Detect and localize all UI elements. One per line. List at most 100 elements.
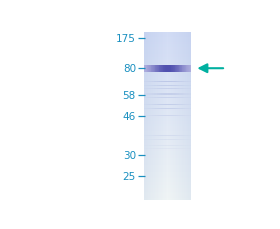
Bar bbox=[150, 85, 151, 86]
Bar bbox=[166, 135, 167, 136]
Bar bbox=[183, 85, 184, 86]
Bar bbox=[174, 89, 176, 90]
Bar bbox=[148, 104, 150, 106]
Bar bbox=[153, 65, 154, 72]
Bar bbox=[181, 98, 182, 99]
Bar bbox=[143, 137, 191, 138]
Bar bbox=[170, 119, 171, 120]
Bar bbox=[147, 124, 148, 125]
Bar bbox=[165, 89, 166, 90]
Bar bbox=[143, 169, 191, 170]
Bar bbox=[143, 127, 191, 128]
Bar bbox=[165, 65, 166, 72]
Bar bbox=[178, 135, 179, 136]
Bar bbox=[145, 124, 146, 125]
Bar bbox=[172, 119, 173, 120]
Bar bbox=[152, 135, 153, 136]
Bar bbox=[185, 89, 186, 90]
Bar bbox=[158, 33, 159, 200]
Bar bbox=[157, 104, 158, 106]
Bar bbox=[154, 65, 155, 72]
Bar bbox=[147, 135, 148, 136]
Bar bbox=[153, 149, 154, 150]
Bar bbox=[143, 195, 191, 197]
Bar bbox=[154, 85, 155, 86]
Bar bbox=[151, 145, 152, 146]
Bar bbox=[173, 124, 174, 125]
Bar bbox=[190, 145, 191, 146]
Bar bbox=[171, 135, 172, 136]
Bar bbox=[184, 104, 185, 106]
Bar bbox=[173, 108, 174, 109]
Bar bbox=[185, 65, 186, 72]
Bar bbox=[149, 33, 150, 200]
Bar bbox=[167, 108, 169, 109]
Bar bbox=[189, 94, 190, 95]
Bar bbox=[184, 85, 185, 86]
Bar bbox=[143, 157, 191, 158]
Bar bbox=[164, 65, 165, 72]
Bar bbox=[148, 139, 150, 140]
Bar bbox=[184, 65, 185, 72]
Bar bbox=[190, 98, 191, 99]
Bar bbox=[184, 98, 185, 99]
Bar bbox=[143, 85, 145, 86]
Bar bbox=[183, 119, 184, 120]
Bar bbox=[151, 98, 152, 99]
Bar bbox=[171, 82, 172, 83]
Bar bbox=[151, 104, 152, 106]
Bar bbox=[143, 90, 191, 91]
Bar bbox=[143, 124, 145, 125]
Bar bbox=[167, 145, 169, 146]
Bar bbox=[148, 94, 150, 95]
Bar bbox=[184, 119, 185, 120]
Bar bbox=[154, 149, 155, 150]
Bar bbox=[184, 82, 185, 83]
Bar bbox=[146, 145, 147, 146]
Bar bbox=[189, 124, 190, 125]
Bar bbox=[158, 108, 159, 109]
Bar bbox=[189, 85, 190, 86]
Bar bbox=[161, 139, 163, 140]
Bar bbox=[169, 145, 170, 146]
Bar bbox=[143, 148, 191, 150]
Bar bbox=[143, 150, 191, 152]
Bar bbox=[165, 119, 166, 120]
Bar bbox=[190, 115, 191, 116]
Bar bbox=[143, 119, 145, 120]
Bar bbox=[146, 65, 147, 72]
Bar bbox=[171, 124, 172, 125]
Bar bbox=[153, 115, 154, 116]
Bar bbox=[150, 139, 151, 140]
Bar bbox=[165, 94, 166, 95]
Bar bbox=[145, 89, 146, 90]
Bar bbox=[143, 197, 191, 199]
Bar bbox=[179, 139, 181, 140]
Bar bbox=[151, 135, 152, 136]
Bar bbox=[163, 135, 164, 136]
Bar bbox=[171, 108, 172, 109]
Bar bbox=[143, 98, 145, 99]
Bar bbox=[143, 88, 191, 90]
Bar bbox=[168, 65, 169, 72]
Bar bbox=[154, 108, 155, 109]
Bar bbox=[153, 108, 154, 109]
Bar bbox=[160, 65, 161, 72]
Bar bbox=[167, 119, 169, 120]
Bar bbox=[177, 85, 178, 86]
Bar bbox=[143, 167, 191, 169]
Bar bbox=[189, 135, 190, 136]
Bar bbox=[190, 139, 191, 140]
Bar bbox=[172, 65, 173, 72]
Bar bbox=[178, 145, 179, 146]
Bar bbox=[173, 33, 174, 200]
Bar bbox=[169, 33, 170, 200]
Bar bbox=[163, 94, 164, 95]
Bar bbox=[156, 65, 157, 72]
Bar bbox=[146, 33, 147, 200]
Bar bbox=[170, 108, 171, 109]
Bar bbox=[150, 98, 151, 99]
Bar bbox=[176, 104, 177, 106]
Bar bbox=[164, 85, 165, 86]
Bar bbox=[165, 145, 166, 146]
